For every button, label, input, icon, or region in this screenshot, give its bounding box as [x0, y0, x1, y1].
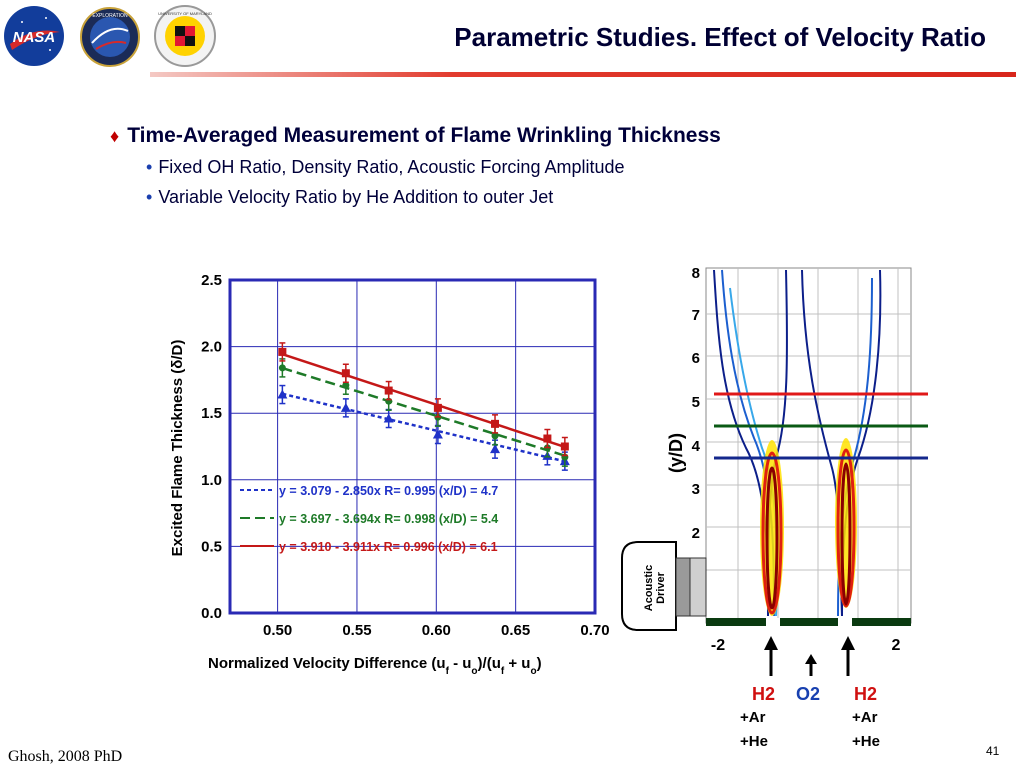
fit-line — [281, 353, 566, 449]
jet-sub-label: +Ar — [740, 709, 766, 726]
jet-sub-label: +He — [852, 733, 880, 750]
panel-x-tick: -2 — [711, 637, 725, 654]
data-point — [491, 419, 500, 428]
fit-line — [281, 366, 566, 457]
x-tick-label: 0.50 — [263, 622, 292, 639]
data-series — [277, 342, 570, 471]
x-axis-label: Normalized Velocity Difference (uf - uo)… — [208, 655, 542, 677]
umd-seal-text: UNIVERSITY OF MARYLAND — [158, 11, 212, 16]
legend-label: y = 3.079 - 2.850x R= 0.995 (x/D) = 4.7 — [279, 484, 498, 498]
y-tick-label: 1.0 — [201, 472, 222, 489]
panel-y-tick: 2 — [692, 525, 700, 542]
injector-gap — [838, 618, 852, 626]
data-point — [490, 444, 501, 454]
driver-label: Driver — [655, 571, 667, 604]
contour-image-frame — [705, 267, 912, 624]
contour-grid — [706, 268, 911, 618]
y-tick-label: 0.5 — [201, 538, 222, 555]
panel-y-tick: 4 — [692, 438, 701, 455]
panel-y-tick: 3 — [692, 481, 700, 498]
y-tick-label: 1.5 — [201, 405, 222, 422]
umd-seal-logo: UNIVERSITY OF MARYLAND — [154, 5, 216, 67]
panel-y-axis-label: (y/D) — [666, 433, 686, 473]
driver-label: Acoustic — [643, 565, 655, 611]
fit-line — [282, 392, 566, 463]
plot-frame — [228, 278, 597, 615]
jet-sub-label: +He — [740, 733, 768, 750]
data-point — [340, 402, 351, 412]
x-tick-label: 0.60 — [422, 622, 451, 639]
jet-label-h2-left: H2 — [752, 684, 775, 704]
umd-seal-art: UNIVERSITY OF MARYLAND — [158, 11, 212, 56]
main-bullet: ♦ Time-Averaged Measurement of Flame Wrin… — [110, 124, 721, 148]
acoustic-driver: Acoustic Driver — [621, 541, 707, 631]
data-point — [543, 434, 552, 443]
slide-title: Parametric Studies. Effect of Velocity R… — [454, 22, 986, 52]
jet-label-o2: O2 — [796, 684, 820, 704]
flame-image-panel: 8 7 6 5 4 3 2 (y/D) -2 2 Acoustic Driver H2 +A… — [621, 265, 928, 750]
sub-bullet-text: Variable Velocity Ratio by He Addition t… — [158, 187, 554, 207]
data-point — [278, 364, 286, 372]
nasa-logo-text: NASA — [13, 29, 56, 46]
data-point — [383, 413, 394, 423]
dot-bullet-icon: • — [146, 157, 153, 177]
data-point — [342, 381, 350, 389]
dot-bullet-icon: • — [146, 187, 153, 207]
y-tick-label: 0.0 — [201, 605, 222, 622]
x-tick-label: 0.65 — [501, 622, 530, 639]
jet-sub-label: +Ar — [852, 709, 878, 726]
injector-gap — [766, 618, 780, 626]
data-point — [433, 403, 442, 412]
data-point — [432, 429, 443, 439]
injector-bar — [706, 618, 911, 626]
legend-label: y = 3.697 - 3.694x R= 0.998 (x/D) = 5.4 — [279, 512, 498, 526]
data-point — [560, 442, 569, 451]
jet-arrows — [764, 636, 855, 676]
data-point — [277, 389, 288, 399]
chart-legend: y = 3.079 - 2.850x R= 0.995 (x/D) = 4.7 y… — [240, 484, 498, 554]
diamond-bullet-icon: ♦ — [110, 126, 120, 146]
panel-y-tick: 8 — [692, 265, 700, 282]
y-tick-label: 2.0 — [201, 339, 222, 356]
data-point — [278, 347, 287, 356]
footer-citation: Ghosh, 2008 PhD — [8, 748, 123, 765]
jet-label-h2-right: H2 — [854, 684, 877, 704]
page-number: 41 — [986, 744, 1000, 758]
panel-y-tick: 6 — [692, 350, 700, 367]
sub-bullet-text: Fixed OH Ratio, Density Ratio, Acoustic … — [158, 157, 625, 177]
nasa-logo: NASA — [4, 6, 64, 66]
exploration-logo: EXPLORATION — [80, 7, 140, 67]
y-tick-label: 2.5 — [201, 272, 222, 289]
main-bullet-text: Time-Averaged Measurement of Flame Wrink… — [127, 124, 721, 147]
exploration-logo-art: EXPLORATION — [90, 13, 130, 57]
panel-y-tick: 7 — [692, 307, 700, 324]
y-axis-label: Excited Flame Thickness (δ/D) — [169, 340, 186, 557]
data-point — [341, 369, 350, 378]
exploration-logo-text: EXPLORATION — [92, 13, 128, 19]
title-rule — [150, 72, 1016, 77]
sub-bullet: • Variable Velocity Ratio by He Addition … — [146, 187, 553, 208]
panel-x-tick: 2 — [892, 637, 901, 654]
x-tick-label: 0.55 — [342, 622, 371, 639]
velocity-ratio-chart: 0.50 0.55 0.60 0.65 0.70 0.0 0.5 1.0 1.5 2.0 2.5 y… — [169, 272, 610, 677]
x-tick-label: 0.70 — [580, 622, 609, 639]
panel-y-tick: 5 — [692, 394, 700, 411]
sub-bullet: • Fixed OH Ratio, Density Ratio, Acoustic… — [146, 157, 625, 178]
legend-label: y = 3.910 - 3.911x R= 0.996 (x/D) = 6.1 — [279, 540, 498, 554]
plot-grid — [230, 279, 596, 614]
data-point — [384, 386, 393, 395]
nasa-logo-art: NASA — [5, 7, 63, 65]
panel-y-ticks: 8 7 6 5 4 3 2 — [692, 265, 701, 542]
tick-labels: 0.50 0.55 0.60 0.65 0.70 0.0 0.5 1.0 1.5 2.0 2.5 — [201, 272, 609, 639]
data-point — [491, 432, 499, 440]
